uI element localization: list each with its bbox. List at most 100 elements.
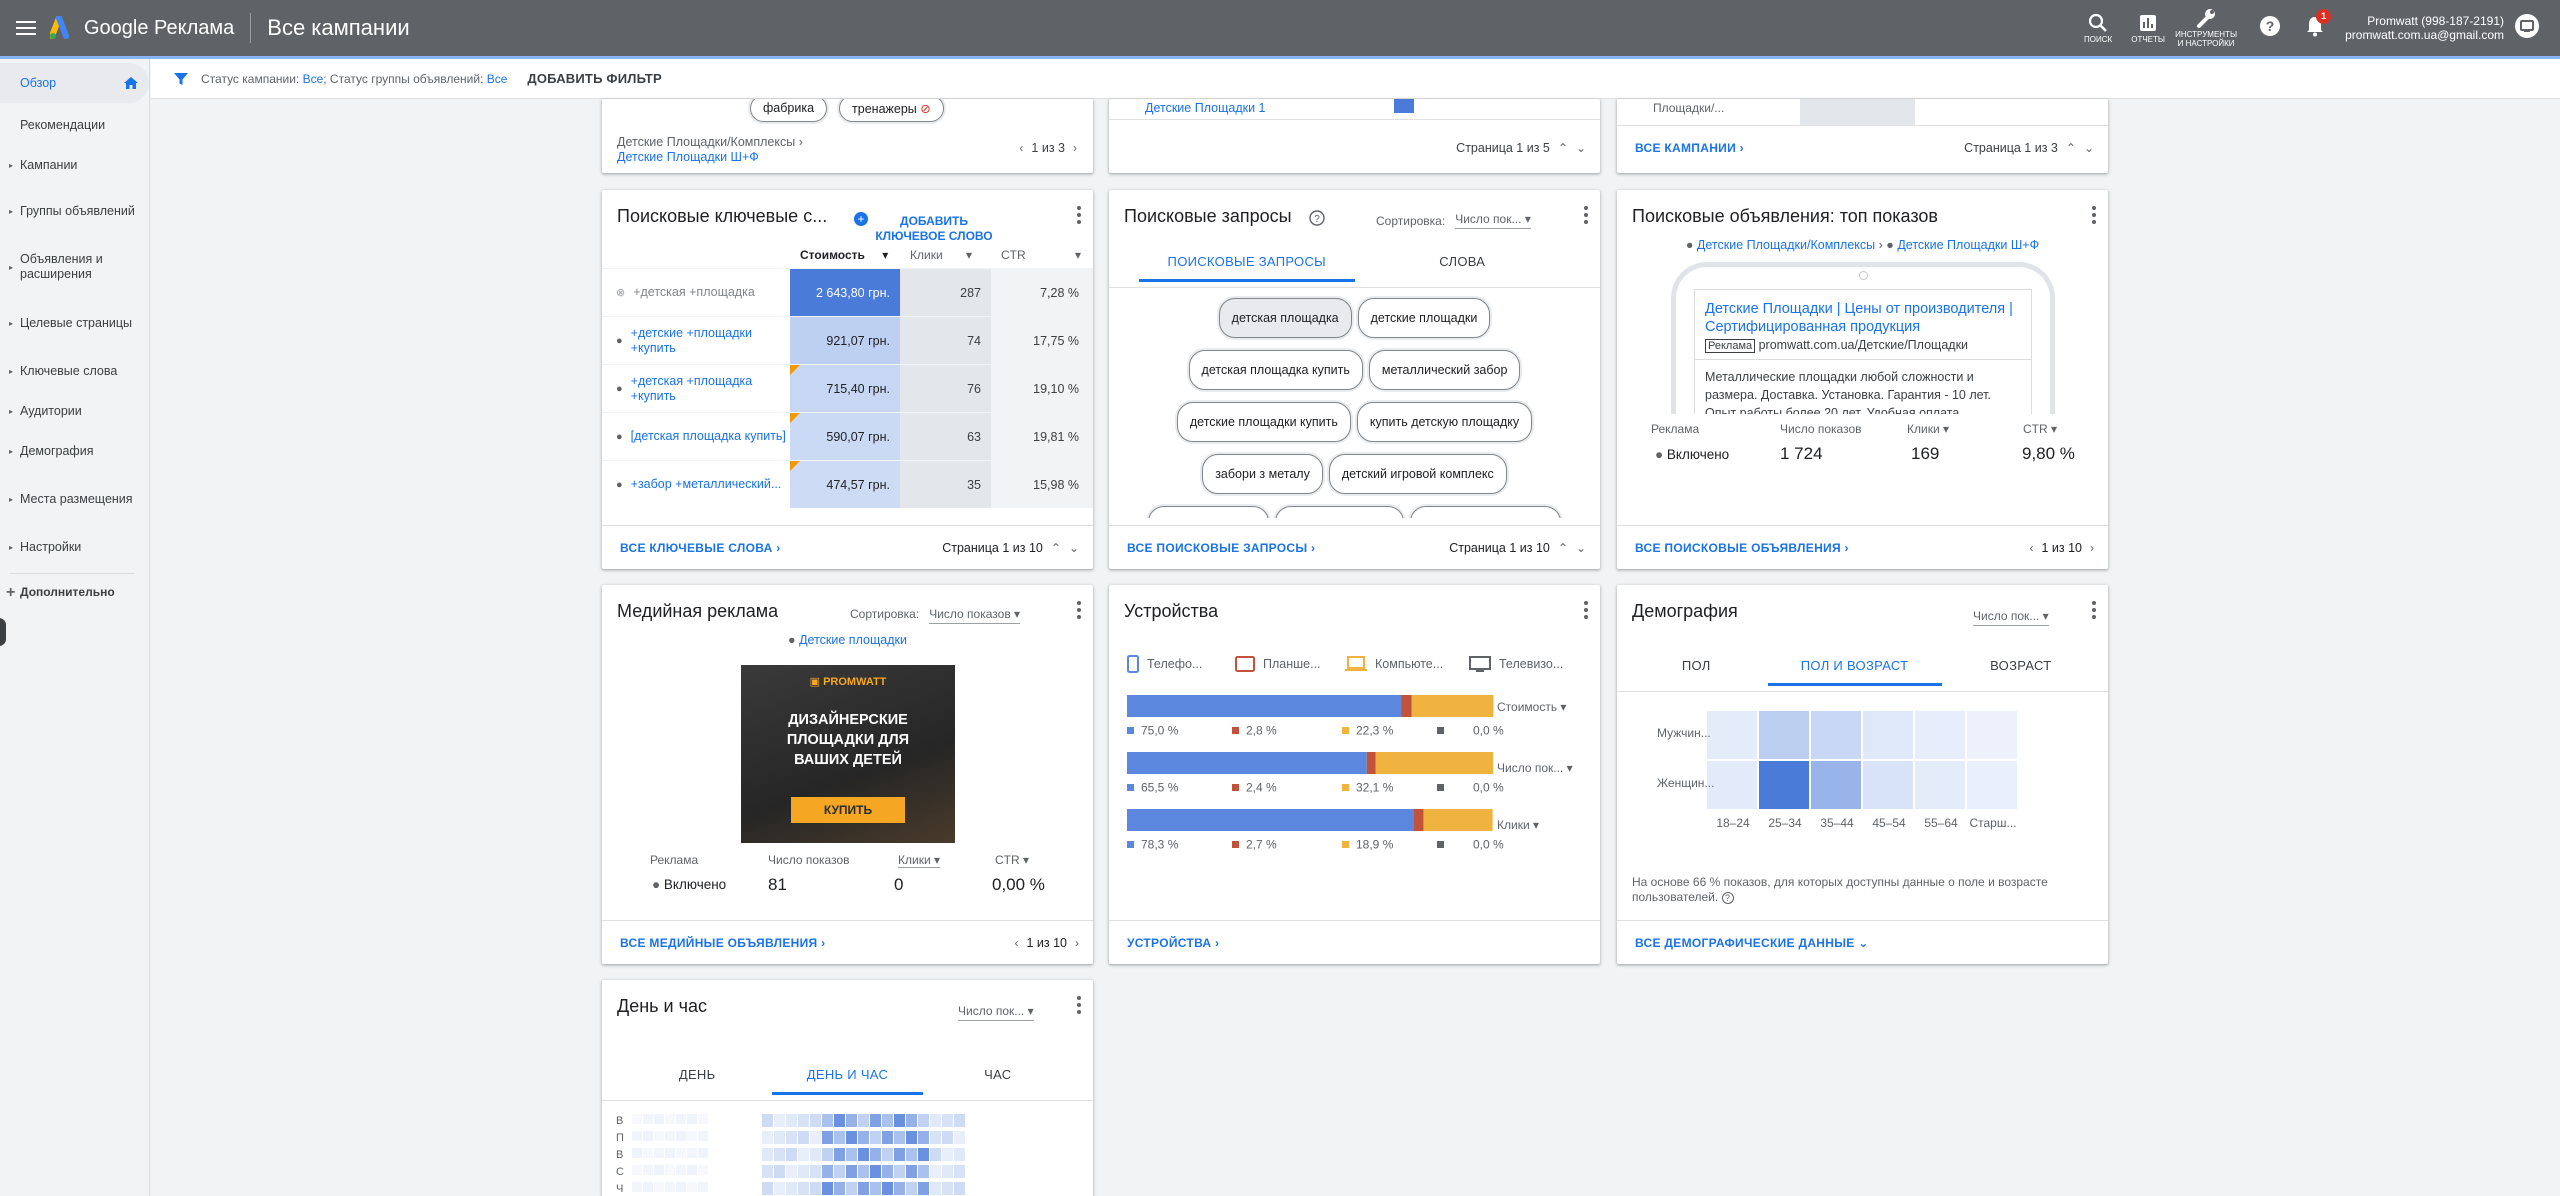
add-filter-button[interactable]: ДОБАВИТЬ ФИЛЬТР (527, 71, 662, 86)
sidebar-item-settings[interactable]: ▸ Настройки (0, 527, 149, 567)
heatmap-cell[interactable] (870, 1148, 881, 1161)
heatmap-cell[interactable] (786, 1148, 797, 1161)
heatmap-cell[interactable] (1863, 711, 1913, 759)
heatmap-cell[interactable] (846, 1131, 857, 1144)
heatmap-cell[interactable] (858, 1114, 869, 1127)
filter-icon[interactable] (173, 71, 189, 87)
heatmap-cell[interactable] (1707, 711, 1757, 759)
heatmap-cell[interactable] (906, 1182, 917, 1195)
sidebar-item-overview[interactable]: Обзор (0, 63, 149, 103)
heatmap-cell[interactable] (894, 1114, 905, 1127)
heatmap-cell[interactable] (870, 1182, 881, 1195)
heatmap-cell[interactable] (698, 1165, 708, 1175)
heatmap-cell[interactable] (1811, 711, 1861, 759)
heatmap-cell[interactable] (858, 1165, 869, 1178)
heatmap-cell[interactable] (676, 1165, 686, 1175)
sidebar-item-placements[interactable]: ▸ Места размещения (0, 471, 149, 527)
sidebar-item-keywords[interactable]: ▸ Ключевые слова (0, 351, 149, 391)
account-info[interactable]: Promwatt (998-187-2191) promwatt.com.ua@… (2345, 14, 2504, 42)
heatmap-cell[interactable] (1759, 761, 1809, 809)
chevron-left-icon[interactable]: ‹ (1019, 141, 1024, 155)
heatmap-cell[interactable] (687, 1114, 697, 1124)
heatmap-cell[interactable] (676, 1131, 686, 1141)
heatmap-cell[interactable] (1863, 761, 1913, 809)
more-options-icon[interactable] (2092, 206, 2096, 227)
heatmap-cell[interactable] (894, 1165, 905, 1178)
heatmap-cell[interactable] (834, 1131, 845, 1144)
sidebar-item-recommendations[interactable]: Рекомендации (0, 103, 149, 147)
tab-hour[interactable]: ЧАС (984, 1067, 1012, 1082)
heatmap-cell[interactable] (870, 1165, 881, 1178)
chevron-right-icon[interactable]: › (1073, 141, 1077, 155)
tab-gender-age[interactable]: ПОЛ И ВОЗРАСТ (1767, 658, 1942, 686)
heatmap-cell[interactable] (665, 1165, 675, 1175)
clicks-sort[interactable]: Клики ▾ (898, 853, 941, 868)
heatmap-cell[interactable] (894, 1131, 905, 1144)
heatmap-cell[interactable] (942, 1114, 953, 1127)
heatmap-cell[interactable] (906, 1114, 917, 1127)
chevron-left-icon[interactable]: ‹ (1014, 935, 1019, 950)
heatmap-cell[interactable] (870, 1114, 881, 1127)
heatmap-cell[interactable] (882, 1114, 893, 1127)
sort-dropdown[interactable]: Число пок... ▾ (958, 1004, 1034, 1021)
heatmap-cell[interactable] (762, 1182, 773, 1195)
search-query-chip[interactable]: детская площадка купить (1188, 350, 1363, 390)
heatmap-cell[interactable] (918, 1114, 929, 1127)
heatmap-cell[interactable] (894, 1182, 905, 1195)
chevron-up-icon[interactable]: ⌃ (1557, 141, 1568, 155)
heatmap-cell[interactable] (918, 1148, 929, 1161)
keyword-chip[interactable]: фабрика (750, 99, 828, 122)
sidebar-item-demographics[interactable]: ▸ Демография (0, 431, 149, 471)
heatmap-cell[interactable] (906, 1148, 917, 1161)
table-row[interactable]: ● +забор +металлический... 474,57 грн. 35 15… (602, 460, 1093, 508)
heatmap-cell[interactable] (632, 1148, 642, 1158)
heatmap-cell[interactable] (798, 1114, 809, 1127)
heatmap-cell[interactable] (906, 1131, 917, 1144)
ad-headline[interactable]: Детские Площадки | Цены от производителя… (1705, 301, 2013, 335)
notifications-button[interactable]: 1 (2305, 8, 2332, 42)
chevron-up-icon[interactable]: ⌃ (2065, 141, 2076, 155)
heatmap-cell[interactable] (643, 1131, 653, 1141)
heatmap-cell[interactable] (954, 1165, 965, 1178)
keyword-text[interactable]: [детская площадка купить] (630, 429, 786, 443)
heatmap-cell[interactable] (846, 1148, 857, 1161)
hamburger-menu-icon[interactable] (6, 8, 46, 48)
heatmap-cell[interactable] (1967, 711, 2017, 759)
more-options-icon[interactable] (1077, 996, 1081, 1017)
keyword-text[interactable]: +детские +площадки +купить (630, 325, 752, 355)
heatmap-cell[interactable] (834, 1165, 845, 1178)
metric-dropdown[interactable]: Стоимость ▾ (1497, 700, 1566, 714)
heatmap-cell[interactable] (834, 1114, 845, 1127)
chevron-right-icon[interactable]: › (1075, 935, 1079, 950)
display-banner-image[interactable]: ▣ PROMWATT ДИЗАЙНЕРСКИЕ ПЛОЩАДКИ ДЛЯ ВАШ… (741, 665, 955, 843)
add-icon[interactable]: + (854, 212, 868, 226)
google-ads-logo[interactable]: Google Реклама (50, 16, 234, 40)
heatmap-cell[interactable] (774, 1114, 785, 1127)
tab-day-hour[interactable]: ДЕНЬ И ЧАС (772, 1067, 923, 1095)
heatmap-cell[interactable] (846, 1114, 857, 1127)
heatmap-cell[interactable] (882, 1148, 893, 1161)
heatmap-cell[interactable] (822, 1182, 833, 1195)
heatmap-cell[interactable] (882, 1131, 893, 1144)
heatmap-cell[interactable] (654, 1182, 664, 1192)
heatmap-cell[interactable] (643, 1165, 653, 1175)
heatmap-cell[interactable] (810, 1165, 821, 1178)
heatmap-cell[interactable] (858, 1131, 869, 1144)
heatmap-cell[interactable] (870, 1131, 881, 1144)
heatmap-cell[interactable] (786, 1114, 797, 1127)
heatmap-cell[interactable] (918, 1131, 929, 1144)
more-options-icon[interactable] (1584, 601, 1588, 622)
col-clicks[interactable]: Клики ▾ (910, 248, 973, 262)
search-query-chip[interactable]: забор из металла (1275, 506, 1404, 518)
heatmap-cell[interactable] (654, 1165, 664, 1175)
chevron-right-icon[interactable]: › (2090, 540, 2094, 555)
tab-age[interactable]: ВОЗРАСТ (1990, 658, 2052, 673)
keyword-text[interactable]: +детская +площадка +купить (630, 373, 753, 403)
heatmap-cell[interactable] (762, 1148, 773, 1161)
all-display-ads-link[interactable]: ВСЕ МЕДИЙНЫЕ ОБЪЯВЛЕНИЯ › (620, 935, 826, 950)
campaign-link[interactable]: Детские Площадки 1 (1145, 101, 1266, 115)
heatmap-cell[interactable] (930, 1148, 941, 1161)
help-button[interactable]: ? (2259, 15, 2285, 42)
heatmap-cell[interactable] (654, 1131, 664, 1141)
all-search-ads-link[interactable]: ВСЕ ПОИСКОВЫЕ ОБЪЯВЛЕНИЯ › (1635, 540, 1849, 555)
